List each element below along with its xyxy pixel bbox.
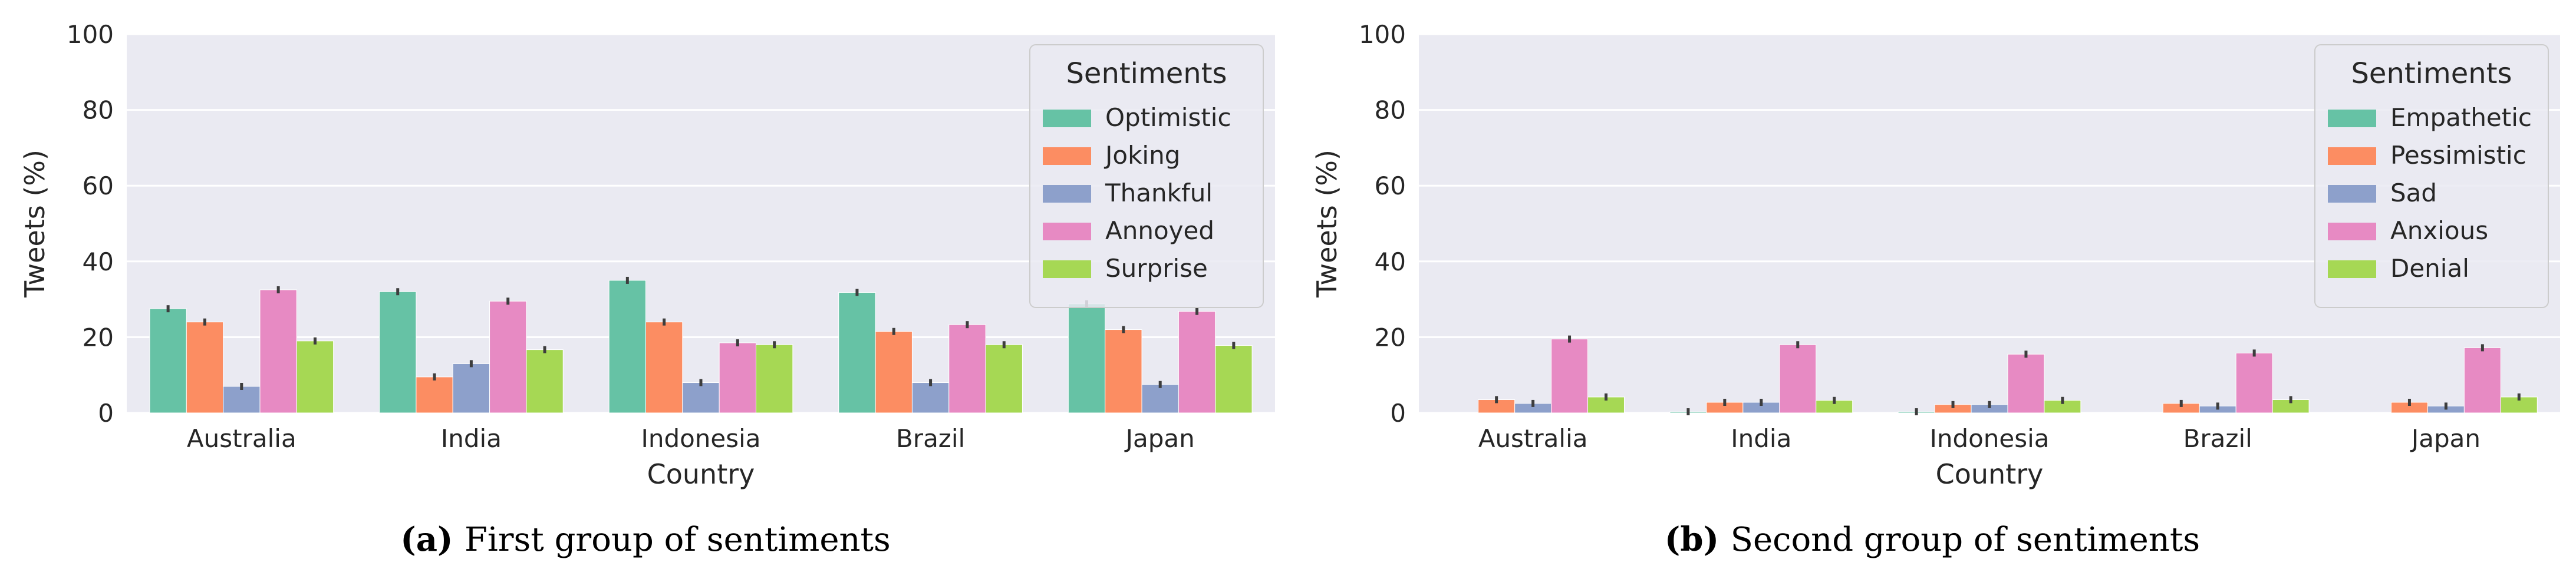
legend-entry: Sad xyxy=(2390,178,2437,207)
y-tick-label: 100 xyxy=(67,20,114,49)
x-tick-label: Indonesia xyxy=(1929,424,2049,453)
y-tick-label: 0 xyxy=(98,399,114,428)
y-tick-label: 60 xyxy=(1375,171,1406,200)
legend: Sentiments Optimistic Joking Thankful Annoye… xyxy=(1029,44,1264,308)
legend-swatch xyxy=(2328,223,2376,240)
bar xyxy=(2235,352,2273,413)
bar xyxy=(1105,329,1142,413)
y-axis-label: Tweets (%) xyxy=(19,150,51,298)
bar xyxy=(526,349,564,413)
caption-letter: (b) xyxy=(1665,520,1731,559)
bar xyxy=(186,322,224,413)
legend-swatch xyxy=(2328,147,2376,165)
x-tick-label: Brazil xyxy=(2183,424,2252,453)
legend-title: Sentiments xyxy=(1066,57,1227,90)
y-tick-label: 40 xyxy=(83,247,114,276)
legend-entry: Joking xyxy=(1103,141,1180,170)
bar xyxy=(838,292,876,413)
legend-swatch xyxy=(2328,185,2376,203)
y-tick-label: 60 xyxy=(83,171,114,200)
y-tick-label: 0 xyxy=(1390,399,1406,428)
y-tick-label: 80 xyxy=(83,96,114,125)
y-tick-label: 80 xyxy=(1375,96,1406,125)
legend-swatch xyxy=(1043,260,1091,278)
bar xyxy=(948,324,986,413)
x-axis-label: Country xyxy=(1936,458,2044,490)
x-tick-label: Indonesia xyxy=(641,424,760,453)
x-tick-label: Japan xyxy=(1124,424,1195,453)
legend-swatch xyxy=(1043,223,1091,240)
bar xyxy=(608,280,646,413)
bar xyxy=(1215,345,1253,413)
bar xyxy=(259,289,297,413)
figure-caption: (a) First group of sentiments xyxy=(400,520,891,559)
caption-text: First group of sentiments xyxy=(465,521,891,559)
legend-entry: Anxious xyxy=(2390,216,2488,245)
bar xyxy=(1068,303,1106,413)
bar xyxy=(645,322,683,413)
legend-swatch xyxy=(1043,110,1091,127)
caption-text: Second group of sentiments xyxy=(1731,521,2201,559)
x-tick-label: India xyxy=(441,424,502,453)
legend-entry: Empathetic xyxy=(2390,103,2532,132)
legend-swatch xyxy=(2328,260,2376,278)
legend-entry: Denial xyxy=(2390,254,2469,283)
bar xyxy=(719,342,757,413)
y-tick-label: 20 xyxy=(83,323,114,352)
bar xyxy=(223,386,261,413)
y-axis-label: Tweets (%) xyxy=(1311,150,1343,298)
bar xyxy=(379,291,417,413)
legend-entry: Optimistic xyxy=(1105,103,1231,132)
legend-entry: Pessimistic xyxy=(2390,141,2526,170)
x-tick-label: Australia xyxy=(187,424,297,453)
caption-letter: (a) xyxy=(400,520,465,559)
bar xyxy=(1551,339,1589,413)
y-tick-label: 40 xyxy=(1375,247,1406,276)
x-tick-label: Australia xyxy=(1478,424,1588,453)
bar xyxy=(452,363,490,413)
legend-swatch xyxy=(1043,185,1091,203)
bar xyxy=(2007,353,2045,413)
bar xyxy=(1178,311,1216,413)
chart-panel-1: 0 20 40 60 80 100 Australia India Indonesia Brazi… xyxy=(19,20,1275,559)
chart-panel-2: 0 20 40 60 80 100 Australia India Indonesia Brazi… xyxy=(1311,20,2560,559)
bar xyxy=(756,344,793,413)
bar xyxy=(682,382,720,413)
bar xyxy=(875,331,913,413)
y-tick-label: 20 xyxy=(1375,323,1406,352)
bar xyxy=(2463,347,2501,413)
y-tick-label: 100 xyxy=(1359,20,1406,49)
x-tick-label: Japan xyxy=(2410,424,2481,453)
bar xyxy=(911,382,950,413)
figure-caption: (b) Second group of sentiments xyxy=(1665,520,2200,559)
x-tick-label: Brazil xyxy=(896,424,965,453)
legend-swatch xyxy=(2328,110,2376,127)
x-axis-label: Country xyxy=(647,458,755,490)
bar xyxy=(1141,384,1179,413)
legend-entry: Surprise xyxy=(1105,254,1208,283)
bar xyxy=(296,340,334,413)
bar xyxy=(149,308,187,413)
legend-swatch xyxy=(1043,147,1091,165)
legend: Sentiments Empathetic Pessimistic Sad Anxiou… xyxy=(2314,44,2549,308)
bar xyxy=(1779,344,1817,413)
legend-entry: Thankful xyxy=(1105,178,1213,207)
bar xyxy=(416,376,453,413)
legend-title: Sentiments xyxy=(2351,57,2512,90)
x-tick-label: India xyxy=(1731,424,1791,453)
legend-entry: Annoyed xyxy=(1105,216,1214,245)
bar xyxy=(985,344,1023,413)
bar xyxy=(489,300,527,413)
